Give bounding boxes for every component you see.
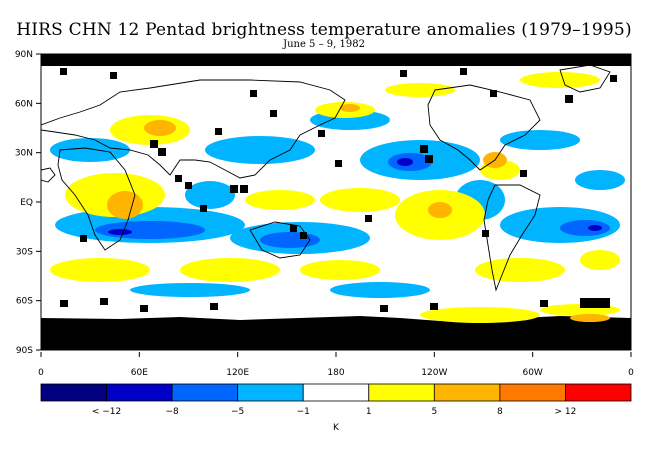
colorbar-tick-label: 5 bbox=[431, 407, 437, 417]
colorbar-tick-label: < −12 bbox=[92, 407, 121, 417]
colorbar-tick-label: −5 bbox=[231, 407, 244, 417]
lat-tick-label: EQ bbox=[20, 198, 33, 208]
colorbar-segment bbox=[40, 383, 107, 402]
colorbar-tick-label: 8 bbox=[497, 407, 503, 417]
map-subtitle: June 5 – 9, 1982 bbox=[283, 39, 365, 50]
lon-tick-label: 120W bbox=[421, 368, 447, 378]
latitude-axis: 90N 60N 30N EQ 30S 60S 90S bbox=[15, 50, 41, 356]
lon-tick-label: 60E bbox=[131, 368, 148, 378]
lat-tick-label: 60S bbox=[16, 297, 33, 307]
anomaly-map bbox=[41, 54, 631, 350]
colorbar-unit: K bbox=[333, 423, 340, 433]
colorbar-tick-label: 1 bbox=[366, 407, 372, 417]
colorbar-segment bbox=[499, 383, 566, 402]
lon-tick-label: 120E bbox=[226, 368, 249, 378]
lon-tick-label: 60W bbox=[522, 368, 542, 378]
lon-tick-label: 180 bbox=[327, 368, 344, 378]
strong-warm-anomaly-regions bbox=[107, 104, 610, 322]
colorbar-tick-label: > 12 bbox=[555, 407, 577, 417]
very-strong-cold-anomaly-regions bbox=[108, 158, 602, 235]
longitude-axis: 0 60E 120E 180 120W 60W 0 bbox=[38, 352, 634, 378]
lat-tick-label: 30S bbox=[16, 247, 33, 257]
lon-tick-label: 0 bbox=[628, 368, 634, 378]
colorbar-tick-label: −1 bbox=[297, 407, 310, 417]
lat-tick-label: 90N bbox=[15, 50, 33, 60]
lat-tick-label: 60N bbox=[15, 99, 33, 109]
colorbar-segment bbox=[368, 383, 435, 402]
colorbar: < −12 −8 −5 −1 1 5 8 > 12 bbox=[40, 383, 632, 417]
lat-tick-label: 30N bbox=[15, 149, 33, 159]
colorbar-tick-label: −8 bbox=[165, 407, 179, 417]
missing-data-antarctica bbox=[41, 316, 631, 350]
colorbar-segment bbox=[565, 383, 632, 402]
coastlines bbox=[41, 64, 611, 292]
map-title: HIRS CHN 12 Pentad brightness temperatur… bbox=[16, 20, 632, 40]
colorbar-segment bbox=[237, 383, 304, 402]
lon-tick-label: 0 bbox=[38, 368, 44, 378]
lat-tick-label: 90S bbox=[16, 346, 33, 356]
colorbar-segment bbox=[433, 383, 501, 402]
colorbar-segment bbox=[106, 383, 173, 402]
missing-data-north-pole bbox=[41, 54, 631, 66]
colorbar-segment bbox=[302, 383, 370, 402]
missing-data-points bbox=[60, 68, 617, 312]
colorbar-segment bbox=[171, 383, 239, 402]
